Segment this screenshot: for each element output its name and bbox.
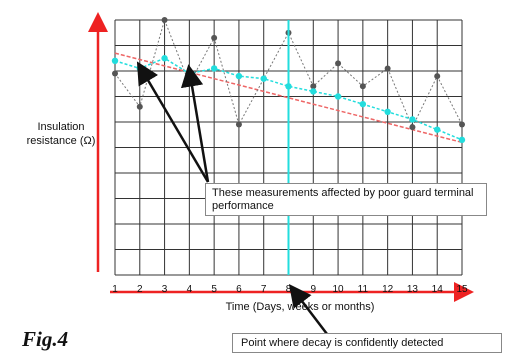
measured-point	[409, 124, 416, 131]
fitted-point	[334, 93, 342, 100]
x-tick-label: 4	[187, 284, 193, 295]
decay-annotation: Point where decay is confidently detecte…	[232, 333, 502, 353]
measured-point	[235, 121, 242, 128]
x-tick-label: 13	[407, 284, 419, 295]
guard-arrow-1	[136, 61, 210, 183]
x-tick-label: 5	[211, 284, 217, 295]
y-axis-title: Insulation resistance (Ω)	[26, 121, 96, 147]
x-tick-label: 3	[162, 284, 168, 295]
measured-point	[359, 83, 366, 90]
fitted-point	[434, 126, 441, 133]
figure-label: Fig.4	[22, 327, 69, 351]
fitted-point	[359, 100, 367, 108]
x-tick-labels: 1 2 3 4 5 6 7 8 9 10 11 12 13 14 15	[112, 284, 468, 295]
measured-point	[310, 83, 317, 90]
measured-point	[112, 70, 118, 77]
x-tick-label: 1	[112, 284, 118, 295]
measured-point	[434, 73, 441, 80]
callout-arrows	[136, 61, 328, 335]
x-tick-label: 2	[137, 284, 143, 295]
x-axis-title: Time (Days, weeks or months)	[225, 301, 375, 313]
chart-axes	[88, 12, 474, 302]
measured-point	[136, 103, 143, 110]
fitted-point	[384, 108, 391, 116]
fitted-point	[210, 65, 218, 72]
x-tick-label: 6	[236, 284, 242, 295]
x-tick-label: 8	[286, 284, 292, 295]
fitted-point	[310, 88, 317, 95]
x-tick-label: 14	[432, 284, 444, 295]
measured-point	[459, 121, 465, 128]
x-tick-label: 9	[311, 284, 317, 295]
x-tick-label: 7	[261, 284, 267, 295]
guard-annotation: These measurements affected by poor guar…	[205, 183, 487, 216]
x-tick-label: 15	[456, 284, 468, 295]
guard-arrow-2	[180, 64, 210, 183]
x-tick-label: 10	[333, 284, 345, 295]
fitted-point	[235, 72, 243, 80]
fitted-point	[260, 75, 267, 82]
fitted-point	[409, 116, 416, 123]
measured-point	[384, 65, 391, 72]
measured-point	[161, 17, 168, 23]
fitted-point	[458, 136, 466, 144]
measured-point	[211, 34, 218, 41]
x-tick-label: 11	[358, 284, 369, 295]
measured-point	[335, 60, 342, 67]
x-tick-label: 12	[382, 284, 394, 295]
fitted-point	[111, 57, 119, 64]
fitted-point	[161, 55, 168, 62]
decay-arrow	[288, 284, 328, 335]
fitted-line	[114, 57, 463, 141]
